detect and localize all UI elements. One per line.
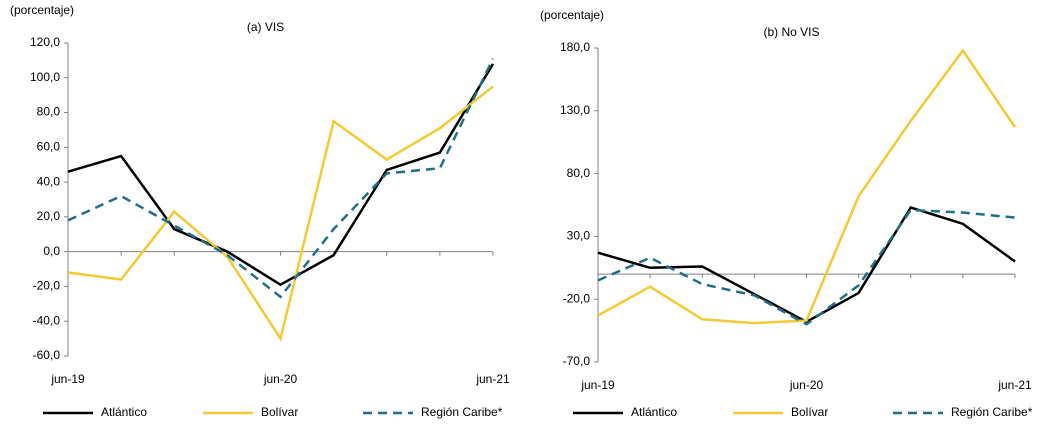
series-line [597, 208, 1016, 326]
x-tick-label: jun-20 [789, 378, 824, 392]
y-tick-label: -20,0 [33, 279, 61, 293]
y-tick-label: -40,0 [33, 313, 61, 327]
chart-title: (b) No VIS [763, 25, 819, 39]
y-tick-label: 40,0 [37, 174, 61, 188]
legend-label: Atlántico [631, 405, 677, 419]
y-tick-label: 80,0 [567, 166, 591, 180]
y-tick-label: -60,0 [33, 348, 61, 362]
series-line [597, 206, 1016, 324]
legend-label: Bolívar [791, 405, 828, 419]
y-tick-label: 30,0 [567, 229, 591, 243]
legend-label: Región Caribe* [951, 405, 1033, 419]
y-axis-label: (porcentaje) [10, 3, 74, 17]
y-tick-label: -70,0 [563, 354, 591, 368]
y-tick-label: 120,0 [30, 35, 60, 49]
series-line [597, 48, 1017, 325]
series-line [67, 63, 495, 287]
x-tick-label: jun-20 [263, 372, 298, 386]
y-tick-label: 60,0 [37, 140, 61, 154]
y-tick-label: -20,0 [563, 291, 591, 305]
y-axis-label: (porcentaje) [540, 8, 604, 22]
legend-label: Región Caribe* [421, 405, 503, 419]
series-line [67, 85, 494, 342]
y-tick-label: 80,0 [37, 105, 61, 119]
y-tick-label: 0,0 [43, 244, 60, 258]
series-line [67, 58, 495, 299]
legend-label: Atlántico [101, 405, 147, 419]
y-tick-label: 180,0 [560, 40, 590, 54]
x-tick-label: jun-21 [475, 372, 510, 386]
chart-title: (a) VIS [247, 20, 284, 34]
y-tick-label: 20,0 [37, 209, 61, 223]
y-tick-label: 130,0 [560, 103, 590, 117]
x-tick-label: jun-19 [50, 372, 85, 386]
y-tick-label: 100,0 [30, 70, 60, 84]
x-tick-label: jun-19 [580, 378, 615, 392]
x-tick-label: jun-21 [997, 378, 1032, 392]
legend-label: Bolívar [261, 405, 298, 419]
